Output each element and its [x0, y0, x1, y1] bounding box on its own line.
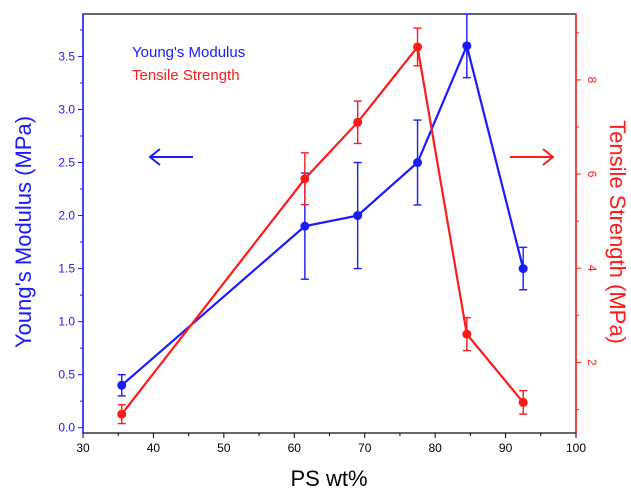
right-tick-label: 2 [585, 359, 599, 366]
series-tensile-strength [117, 27, 528, 425]
data-point [413, 42, 423, 52]
arrow-head [542, 148, 555, 166]
right-axis-title: Tensile Strength (MPa) [605, 120, 630, 344]
legend: Young's Modulus Tensile Strength [132, 44, 245, 84]
left-tick-label: 3.0 [58, 102, 75, 116]
right-arrow-icon [510, 148, 555, 166]
x-axis: 30 40 50 60 70 80 90 100 [76, 433, 586, 455]
x-axis-title: PS wt% [290, 466, 367, 491]
series-layer [117, 13, 528, 425]
left-tick-label: 0.0 [58, 421, 75, 435]
data-point [353, 117, 363, 127]
x-tick-label: 100 [566, 441, 586, 455]
series-line [121, 42, 525, 387]
x-tick-label: 40 [147, 441, 161, 455]
left-tick-label: 2.0 [58, 209, 75, 223]
x-tick-label: 90 [499, 441, 513, 455]
data-point [300, 174, 310, 184]
data-point [300, 221, 310, 231]
legend-entry-youngs-modulus: Young's Modulus [132, 44, 245, 61]
x-tick-label: 80 [428, 441, 442, 455]
left-y-axis: 0.0 0.5 1.0 1.5 2.0 2.5 3.0 3.5 [58, 14, 84, 435]
right-tick-label: 8 [585, 77, 599, 84]
left-arrow-icon [148, 148, 193, 166]
legend-entry-tensile-strength: Tensile Strength [132, 67, 240, 84]
data-point [518, 264, 528, 274]
right-tick-label: 4 [585, 265, 599, 272]
left-tick-label: 1.0 [58, 315, 75, 329]
left-tick-label: 2.5 [58, 156, 75, 170]
x-tick-label: 50 [217, 441, 231, 455]
data-point [413, 158, 423, 168]
left-axis-title: Young's Modulus (MPa) [11, 116, 36, 348]
left-tick-label: 3.5 [58, 49, 75, 63]
annotation-arrows [148, 148, 555, 166]
data-point [462, 41, 472, 51]
left-tick-label: 1.5 [58, 262, 75, 276]
data-point [353, 211, 363, 221]
arrow-head [148, 148, 161, 166]
x-tick-label: 30 [76, 441, 90, 455]
right-tick-label: 6 [585, 171, 599, 178]
x-tick-label: 60 [288, 441, 302, 455]
data-point [462, 329, 472, 339]
data-point [117, 409, 127, 419]
data-point [117, 380, 127, 390]
left-tick-label: 0.5 [58, 368, 75, 382]
series-line [120, 44, 525, 415]
x-tick-label: 70 [358, 441, 372, 455]
series-youngs-modulus [117, 13, 528, 397]
right-y-axis: 2 4 6 8 [575, 14, 599, 433]
data-point [518, 397, 528, 407]
